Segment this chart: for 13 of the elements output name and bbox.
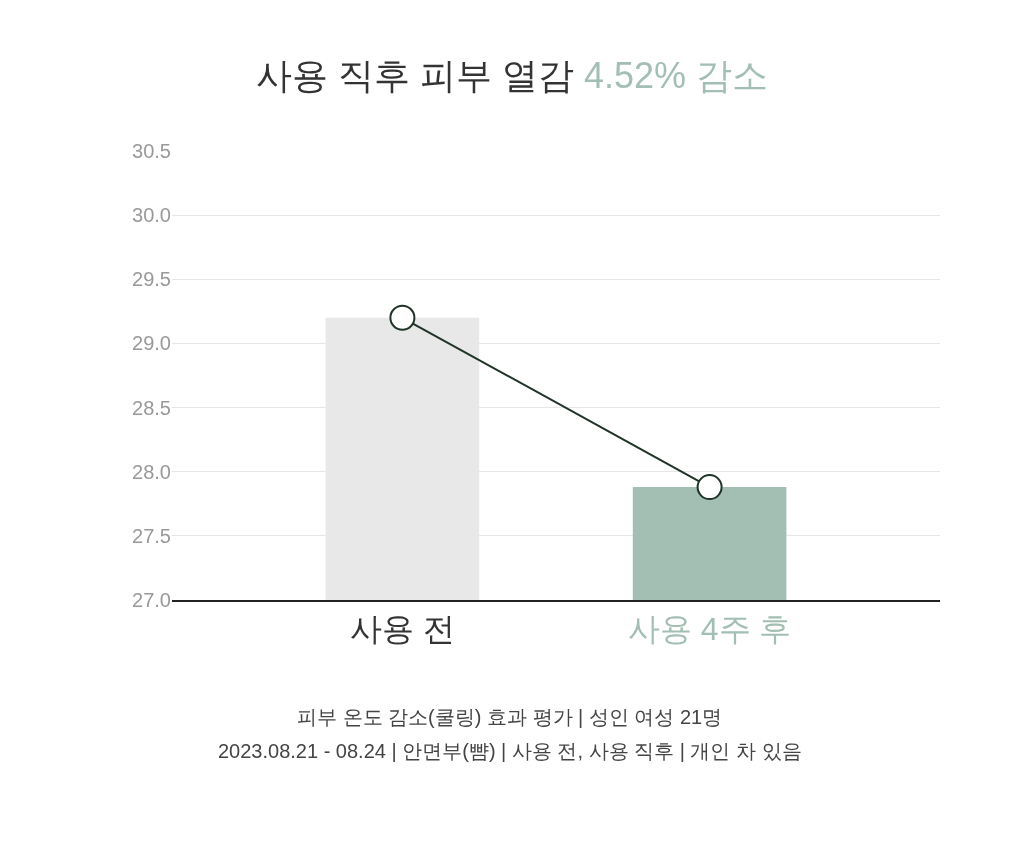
y-tick-label: 29.5 xyxy=(132,268,171,291)
y-tick-label: 28.5 xyxy=(132,396,171,419)
y-tick-label: 28.0 xyxy=(132,460,171,483)
chart-title: 사용 직후 피부 열감 4.52% 감소 xyxy=(255,54,769,96)
x-tick-label: 사용 전 xyxy=(349,611,455,648)
text: 피부 온도 감소(쿨링) 효과 평가 | 성인 여성 21명 xyxy=(297,706,723,728)
text: 2023.08.21 - 08.24 | 안면부(뺨) | 사용 전, 사용 직후 | 개인 차 있음 xyxy=(218,740,802,762)
y-tick-label: 27.0 xyxy=(132,589,171,611)
x-tick-label: 사용 4주 후 xyxy=(627,611,792,648)
y-tick-label: 27.5 xyxy=(132,524,171,547)
y-tick-label: 29.0 xyxy=(132,332,171,355)
y-tick-label: 30.0 xyxy=(132,204,171,227)
y-tick-label: 30.5 xyxy=(132,140,171,162)
